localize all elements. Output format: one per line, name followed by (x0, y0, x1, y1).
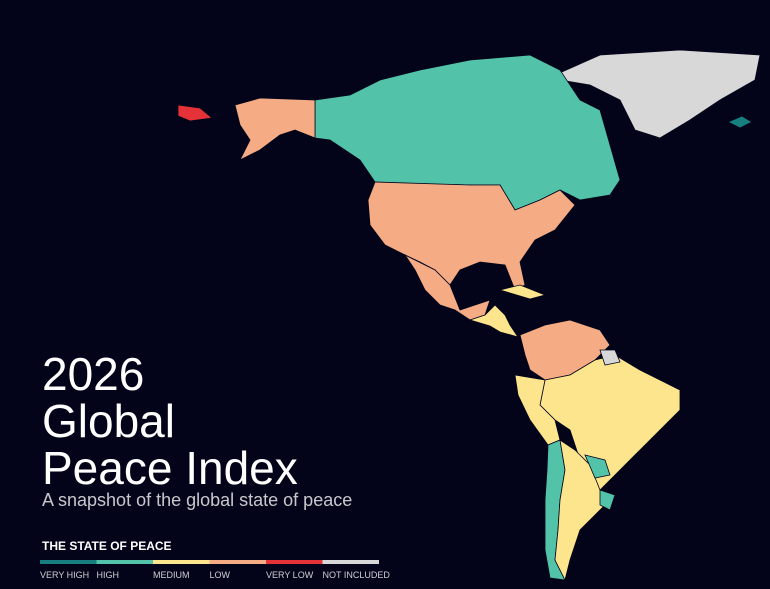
legend-label: VERY HIGH (40, 570, 89, 580)
legend-title: THE STATE OF PEACE (42, 539, 172, 553)
guyana (599, 349, 621, 366)
legend-swatch (266, 560, 323, 564)
legend: VERY HIGH HIGH MEDIUM LOW VERY LOW NOT INCLUD… (40, 560, 390, 580)
legend-label: VERY LOW (266, 570, 314, 580)
legend-label: MEDIUM (153, 570, 190, 580)
legend-swatch (322, 560, 379, 564)
legend-swatch (209, 560, 266, 564)
paraguay (584, 454, 611, 479)
title-line: Peace Index (42, 442, 298, 494)
greenland (554, 49, 761, 139)
legend-label: NOT INCLUDED (323, 570, 391, 580)
legend-swatch (153, 560, 210, 564)
iceland (727, 115, 753, 129)
russia (177, 104, 213, 122)
title-line: 2026 (42, 348, 144, 400)
map (177, 49, 761, 582)
alaska (234, 97, 316, 161)
legend-swatch (96, 560, 153, 564)
subtitle: A snapshot of the global state of peace (42, 490, 352, 510)
legend-label: LOW (210, 570, 231, 580)
cuba (498, 284, 547, 300)
legend-swatch (40, 560, 97, 564)
title-line: Global (42, 395, 175, 447)
canada (314, 54, 621, 211)
uruguay (599, 489, 616, 511)
central-america (468, 304, 519, 338)
legend-label: HIGH (97, 570, 120, 580)
